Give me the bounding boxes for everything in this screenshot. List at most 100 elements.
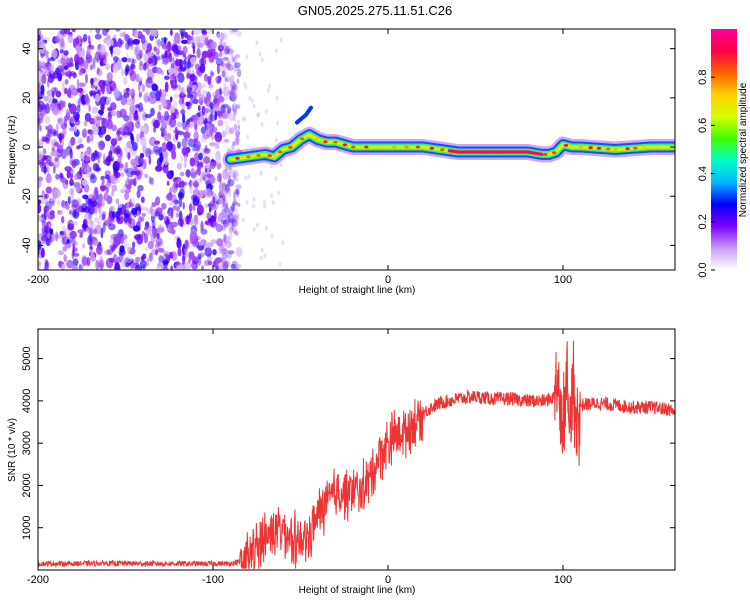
noise-blob <box>277 190 281 196</box>
noise-blob <box>136 233 144 245</box>
noise-blob <box>224 75 232 83</box>
noise-blob <box>169 186 172 196</box>
noise-blob <box>227 48 234 55</box>
noise-blob <box>150 177 154 185</box>
noise-blob <box>46 159 52 165</box>
noise-blob <box>64 119 67 127</box>
noise-blob <box>162 213 166 218</box>
noise-blob <box>252 226 256 232</box>
noise-blob <box>45 50 49 59</box>
noise-blob <box>144 147 152 158</box>
noise-blob <box>255 40 259 46</box>
noise-blob <box>127 151 131 160</box>
noise-blob <box>176 114 180 119</box>
noise-blob <box>38 34 41 42</box>
noise-blob <box>232 141 236 146</box>
noise-blob <box>138 91 142 98</box>
noise-blob <box>234 54 241 59</box>
noise-blob <box>139 259 147 269</box>
noise-blob <box>74 173 79 181</box>
noise-blob <box>38 112 44 124</box>
noise-blob <box>115 198 120 205</box>
noise-blob <box>231 125 239 135</box>
noise-blob <box>227 179 235 187</box>
noise-blob <box>230 169 234 174</box>
noise-blob <box>38 215 42 222</box>
noise-blob <box>140 136 147 147</box>
noise-blob <box>218 40 226 51</box>
noise-blob <box>220 219 227 225</box>
noise-blob <box>72 244 75 255</box>
noise-blob <box>59 132 62 144</box>
noise-blob <box>154 140 161 145</box>
noise-blob <box>59 173 64 179</box>
noise-blob <box>197 42 204 49</box>
noise-blob <box>121 67 124 77</box>
colorbar-bar <box>711 29 737 270</box>
noise-blob <box>146 149 155 155</box>
noise-blob <box>222 103 229 108</box>
noise-blob <box>237 119 241 125</box>
noise-blob <box>94 186 99 197</box>
noise-blob <box>233 171 236 181</box>
noise-blob <box>223 82 227 91</box>
noise-blob <box>194 214 199 226</box>
noise-blob <box>223 41 227 48</box>
noise-blob <box>82 243 86 249</box>
noise-blob <box>217 96 225 103</box>
noise-blob <box>138 81 141 92</box>
noise-blob <box>221 111 227 119</box>
noise-blob <box>259 170 263 176</box>
ridge-knot <box>552 151 557 155</box>
noise-blob <box>215 57 224 66</box>
noise-blob <box>100 175 105 181</box>
noise-blob <box>156 232 160 240</box>
noise-blob <box>55 90 62 98</box>
noise-blob <box>238 69 241 75</box>
colorbar-tick-label: 0.8 <box>697 70 709 85</box>
spectrogram-x-ticks: -200 -100 0 100 <box>27 29 572 286</box>
snr-panel: -200 -100 0 100 1000 2000 3000 4000 5000 Height… <box>7 328 676 596</box>
noise-blob <box>268 83 272 89</box>
noise-blob <box>134 170 141 176</box>
noise-blob <box>163 258 169 269</box>
noise-blob <box>237 124 240 131</box>
noise-blob <box>60 200 68 209</box>
noise-blob <box>195 82 203 92</box>
noise-blob <box>232 201 239 206</box>
noise-blob <box>205 122 212 128</box>
noise-blob <box>228 45 233 53</box>
noise-blob <box>220 61 225 67</box>
noise-blob <box>260 57 264 63</box>
noise-blob <box>79 167 82 176</box>
noise-blob <box>137 184 144 192</box>
noise-blob <box>228 175 231 185</box>
noise-blob <box>275 95 279 101</box>
noise-blob <box>69 230 77 239</box>
noise-blob <box>228 206 234 216</box>
noise-blob <box>223 261 229 270</box>
noise-blob <box>228 170 232 178</box>
noise-blob <box>209 102 214 109</box>
noise-blob <box>210 70 214 78</box>
noise-blob <box>231 144 235 150</box>
noise-blob <box>199 193 203 199</box>
noise-blob <box>155 266 163 270</box>
noise-blob <box>86 135 91 144</box>
noise-blob <box>131 198 136 205</box>
noise-blob <box>65 108 70 120</box>
noise-blob <box>38 29 42 36</box>
noise-blob <box>174 59 182 67</box>
noise-blob <box>230 89 234 98</box>
noise-blob <box>218 40 226 46</box>
noise-blob <box>78 143 84 149</box>
noise-blob <box>132 225 141 232</box>
noise-blob <box>186 119 190 125</box>
noise-blob <box>231 219 235 231</box>
noise-blob <box>112 56 119 62</box>
noise-blob <box>51 90 55 99</box>
ridge-knot <box>267 154 272 158</box>
noise-blob <box>192 197 200 206</box>
noise-blob <box>231 172 238 180</box>
y-tick-label: 1000 <box>21 515 33 539</box>
